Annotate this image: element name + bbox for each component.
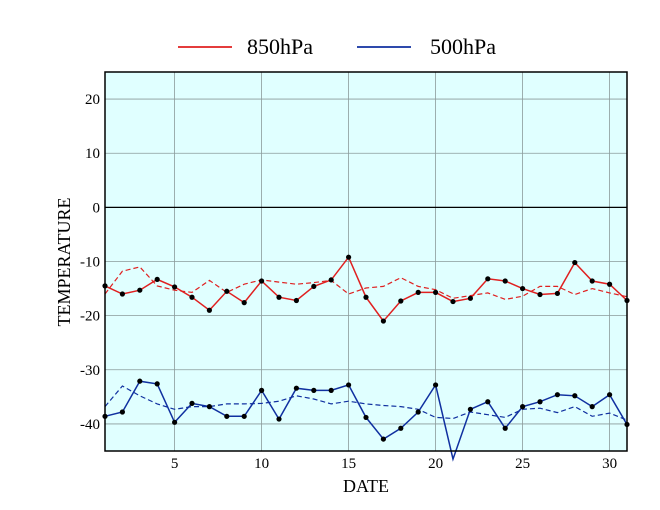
series-1-point-22	[467, 406, 473, 412]
x-axis-label: DATE	[343, 476, 389, 496]
series-0-point-7	[206, 307, 212, 313]
series-0-point-28	[572, 259, 578, 266]
y-tick-label-0: 0	[93, 200, 101, 216]
series-0-point-10	[259, 278, 265, 284]
series-0-point-26	[537, 291, 543, 298]
series-0-point-30	[607, 281, 613, 287]
x-tick-label-15: 15	[341, 456, 356, 472]
x-tick-label-10: 10	[254, 456, 269, 472]
series-0-point-18	[398, 298, 404, 304]
series-1-point-24	[502, 425, 508, 431]
series-1-point-16	[363, 414, 369, 421]
series-line-2-dashed	[104, 266, 628, 301]
series-0-point-16	[363, 294, 369, 300]
y-tick-label--40: -40	[80, 417, 100, 433]
series-0-point-22	[467, 295, 473, 301]
series-0-point-12	[293, 297, 299, 304]
series-0-point-25	[520, 285, 526, 292]
legend: 850hPa 500hPa	[178, 34, 496, 59]
series-0-point-2	[119, 291, 125, 297]
series-1-point-17	[380, 436, 386, 442]
x-tick-label-25: 25	[515, 456, 530, 472]
series-1-point-20	[433, 382, 439, 388]
series-0-point-8	[224, 288, 230, 294]
series-1-point-3	[137, 378, 143, 384]
y-tick-label-20: 20	[85, 92, 100, 108]
y-tick-labels: 20 10 0 -10 -20 -30 -40	[80, 92, 100, 433]
series-0-point-27	[554, 290, 561, 297]
series-0-point-23	[485, 276, 491, 282]
x-tick-label-30: 30	[602, 456, 617, 472]
series-1-point-8	[224, 413, 230, 419]
series-0-point-3	[137, 287, 143, 293]
x-tick-labels: 5 10 15 20 25 30	[171, 456, 617, 472]
series-1-point-28	[572, 393, 578, 399]
series-0-point-6	[189, 294, 195, 300]
series-0-point-5	[172, 284, 178, 290]
y-tick-label--10: -10	[80, 255, 100, 271]
series-1-point-29	[589, 404, 595, 410]
series-1-point-15	[346, 382, 352, 388]
series-1-point-12	[293, 385, 299, 391]
series-1-point-11	[276, 416, 282, 422]
series-1-point-30	[607, 392, 613, 398]
legend-label-850hpa: 850hPa	[247, 34, 313, 59]
series-0-point-21	[450, 298, 456, 305]
series-0-point-19	[415, 289, 421, 295]
series-1-point-18	[398, 425, 404, 431]
series-1-point-25	[520, 404, 526, 410]
y-tick-label-10: 10	[85, 146, 100, 162]
grid-lines	[105, 72, 627, 451]
x-tick-label-20: 20	[428, 456, 443, 472]
series-1-point-4	[154, 381, 160, 387]
plot-frame	[104, 71, 628, 452]
y-tick-label--30: -30	[80, 363, 100, 379]
legend-label-500hpa: 500hPa	[430, 34, 496, 59]
series-0-point-29	[589, 278, 595, 284]
series-line-3-dashed	[104, 385, 628, 421]
series-0-point-4	[154, 276, 160, 282]
series-1-point-19	[415, 409, 421, 415]
series-1-point-27	[554, 392, 561, 398]
series-0-point-24	[502, 278, 508, 284]
y-axis-label: TEMPERATURE	[54, 197, 74, 326]
series-0-point-20	[433, 289, 439, 295]
series-0-point-9	[241, 300, 247, 306]
series-0-point-13	[311, 283, 317, 290]
series-1-point-7	[206, 404, 212, 410]
series-1-point-2	[119, 409, 125, 415]
series-1-point-5	[172, 419, 178, 425]
series-1-point-10	[259, 387, 265, 393]
x-tick-label-5: 5	[171, 456, 179, 472]
series-0-point-14	[328, 277, 334, 283]
series-1-point-14	[328, 387, 334, 393]
series-0-point-11	[276, 294, 282, 300]
series-1-point-26	[537, 399, 543, 405]
series-0-point-17	[380, 318, 386, 324]
series-0-point-15	[346, 254, 352, 260]
y-tick-label--20: -20	[80, 309, 100, 325]
series-1-point-13	[311, 387, 317, 393]
series-1-point-23	[485, 399, 491, 405]
series-1-point-6	[189, 400, 195, 406]
series-1-point-9	[241, 413, 247, 419]
